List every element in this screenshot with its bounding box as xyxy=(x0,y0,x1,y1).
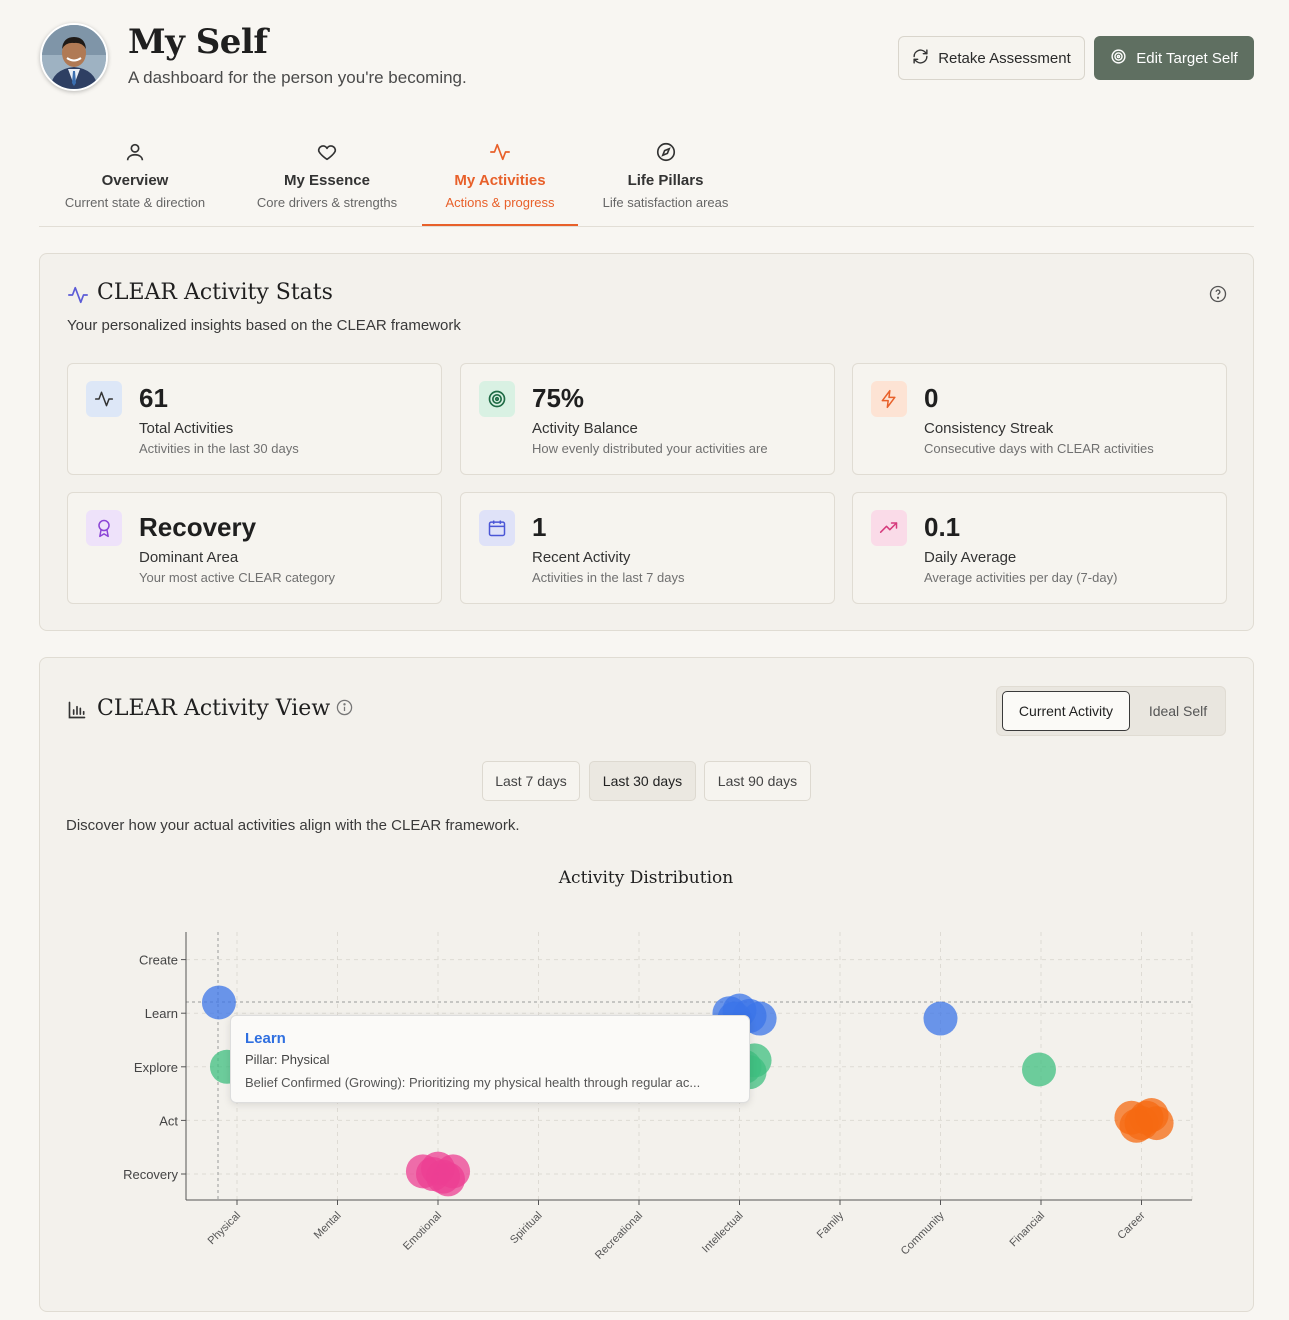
tab-overview[interactable]: Overview Current state & direction xyxy=(39,134,231,226)
clear-activity-view-panel: CLEAR Activity View xyxy=(39,657,1254,1312)
stat-description: Activities in the last 7 days xyxy=(532,570,685,585)
stat-value: 0.1 xyxy=(924,512,961,542)
stat-card-consistency-streak: 0 Consistency Streak Consecutive days wi… xyxy=(852,363,1227,475)
page-subtitle: A dashboard for the person you're becomi… xyxy=(128,68,467,87)
tab-bar: Overview Current state & direction My Es… xyxy=(39,134,1254,227)
info-icon[interactable] xyxy=(336,699,353,721)
tab-subtitle: Life satisfaction areas xyxy=(602,195,729,210)
tab-subtitle: Current state & direction xyxy=(64,195,206,210)
range-last-90-days-button[interactable]: Last 90 days xyxy=(704,761,811,801)
stat-label: Daily Average xyxy=(924,549,1017,566)
view-description: Discover how your actual activities alig… xyxy=(66,817,520,834)
calendar-icon xyxy=(479,510,515,546)
avatar[interactable] xyxy=(40,23,108,91)
stat-label: Activity Balance xyxy=(532,420,638,437)
stat-label: Dominant Area xyxy=(139,549,239,566)
stat-card-activity-balance: 75% Activity Balance How evenly distribu… xyxy=(460,363,835,475)
tab-label: Life Pillars xyxy=(627,172,704,189)
view-panel-title: CLEAR Activity View xyxy=(97,696,331,721)
stat-card-total-activities: 61 Total Activities Activities in the la… xyxy=(67,363,442,475)
tab-subtitle: Core drivers & strengths xyxy=(256,195,398,210)
stat-value: 75% xyxy=(532,383,585,413)
stat-value: Recovery xyxy=(139,512,257,542)
current-activity-toggle[interactable]: Current Activity xyxy=(1002,691,1130,731)
edit-target-self-label: Edit Target Self xyxy=(1136,49,1238,67)
tab-label: My Activities xyxy=(454,172,546,189)
stat-value: 61 xyxy=(139,383,168,413)
activity-icon xyxy=(86,381,122,417)
zap-icon xyxy=(871,381,907,417)
tooltip-text: Belief Confirmed (Growing): Prioritizing… xyxy=(245,1075,701,1090)
tooltip-title: Learn xyxy=(245,1030,286,1047)
view-mode-toggle: Current Activity Ideal Self xyxy=(996,686,1226,736)
stat-description: Activities in the last 30 days xyxy=(139,441,299,456)
page-title: My Self xyxy=(128,22,268,62)
range-last-30-days-button[interactable]: Last 30 days xyxy=(589,761,696,801)
ideal-self-toggle[interactable]: Ideal Self xyxy=(1148,703,1208,719)
stat-value: 0 xyxy=(924,383,939,413)
stat-label: Recent Activity xyxy=(532,549,631,566)
trending-up-icon xyxy=(871,510,907,546)
stat-description: Average activities per day (7-day) xyxy=(924,570,1118,585)
bar-chart-icon xyxy=(67,700,87,725)
clear-activity-stats-panel: CLEAR Activity Stats Your personalized i… xyxy=(39,253,1254,631)
stat-card-daily-average: 0.1 Daily Average Average activities per… xyxy=(852,492,1227,604)
target-icon xyxy=(479,381,515,417)
heart-icon xyxy=(316,141,338,168)
tab-my-essence[interactable]: My Essence Core drivers & strengths xyxy=(239,134,415,226)
stat-description: Your most active CLEAR category xyxy=(139,570,336,585)
stats-panel-subtitle: Your personalized insights based on the … xyxy=(67,317,461,334)
tab-subtitle: Actions & progress xyxy=(445,195,555,210)
tab-label: Overview xyxy=(101,172,169,189)
stat-card-recent-activity: 1 Recent Activity Activities in the last… xyxy=(460,492,835,604)
tab-life-pillars[interactable]: Life Pillars Life satisfaction areas xyxy=(588,134,743,226)
stat-value: 1 xyxy=(532,512,547,542)
edit-target-self-button[interactable]: Edit Target Self xyxy=(1094,36,1254,80)
retake-assessment-label: Retake Assessment xyxy=(938,49,1071,67)
help-icon[interactable] xyxy=(1209,285,1227,308)
tooltip-pillar: Pillar: Physical xyxy=(245,1052,330,1067)
user-icon xyxy=(124,141,146,168)
compass-icon xyxy=(655,141,677,168)
stat-description: How evenly distributed your activities a… xyxy=(532,441,768,456)
stat-card-dominant-area: Recovery Dominant Area Your most active … xyxy=(67,492,442,604)
tab-label: My Essence xyxy=(284,172,370,189)
retake-assessment-button[interactable]: Retake Assessment xyxy=(898,36,1085,80)
stats-panel-title: CLEAR Activity Stats xyxy=(97,280,333,305)
chart-tooltip: Learn Pillar: Physical Belief Confirmed … xyxy=(230,1015,750,1103)
activity-icon xyxy=(489,141,511,168)
tab-my-activities[interactable]: My Activities Actions & progress xyxy=(422,134,578,226)
stat-label: Consistency Streak xyxy=(924,420,1054,437)
award-icon xyxy=(86,510,122,546)
stat-label: Total Activities xyxy=(139,420,234,437)
stat-description: Consecutive days with CLEAR activities xyxy=(924,441,1154,456)
range-last-7-days-button[interactable]: Last 7 days xyxy=(482,761,580,801)
activity-icon xyxy=(67,284,89,311)
target-icon xyxy=(1110,48,1127,69)
refresh-icon xyxy=(912,48,929,69)
